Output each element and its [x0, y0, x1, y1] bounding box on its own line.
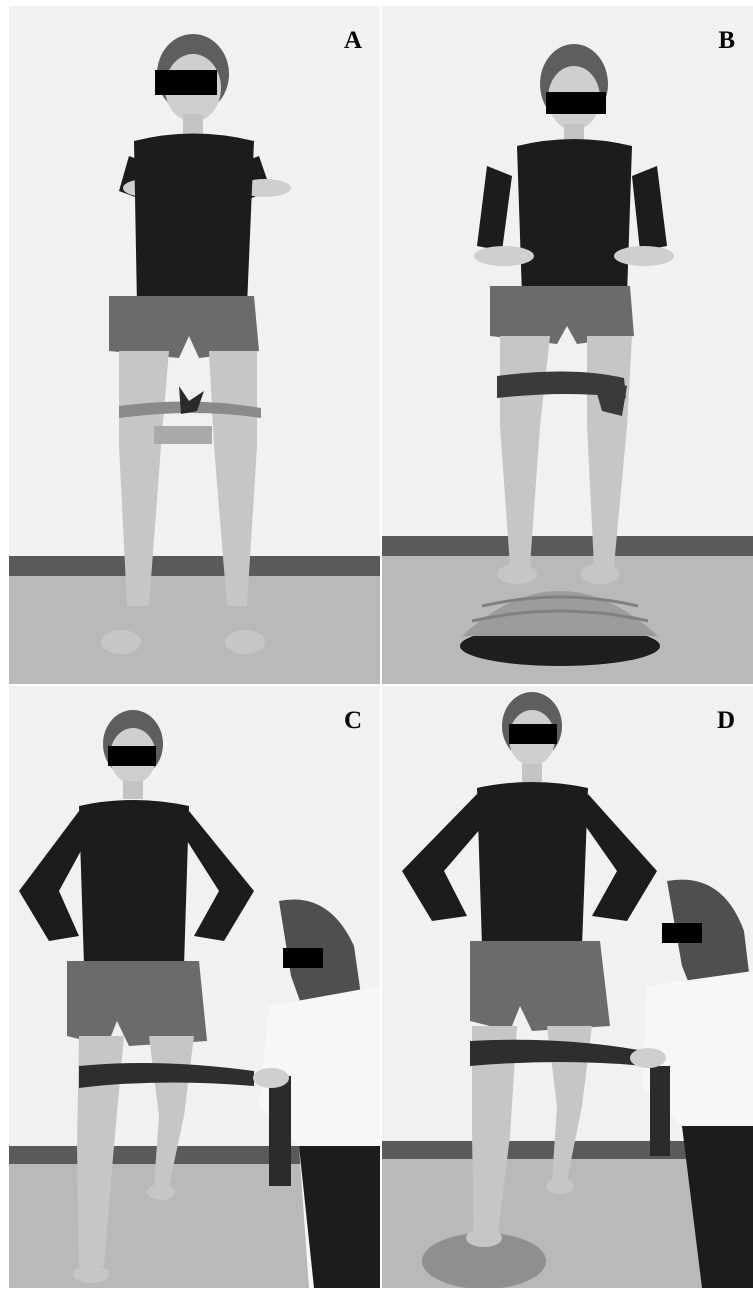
censor-bar — [662, 923, 702, 943]
censor-bar — [155, 70, 217, 95]
panel-label-a: A — [343, 27, 362, 54]
censor-bar — [509, 724, 557, 744]
panel-label-b: B — [718, 27, 735, 54]
panel-a-photo — [9, 6, 380, 684]
panel-a: A — [9, 6, 380, 684]
panel-d-photo — [382, 686, 753, 1288]
panel-d: D — [382, 686, 753, 1288]
panel-label-c: C — [343, 707, 362, 734]
panel-b: B — [382, 6, 753, 684]
panel-c: C — [9, 686, 380, 1288]
panel-label-d: D — [716, 707, 735, 734]
panel-c-photo — [9, 686, 380, 1288]
panel-b-photo — [382, 6, 753, 684]
censor-bar — [108, 746, 156, 766]
censor-bar — [283, 948, 323, 968]
censor-bar — [546, 92, 606, 114]
